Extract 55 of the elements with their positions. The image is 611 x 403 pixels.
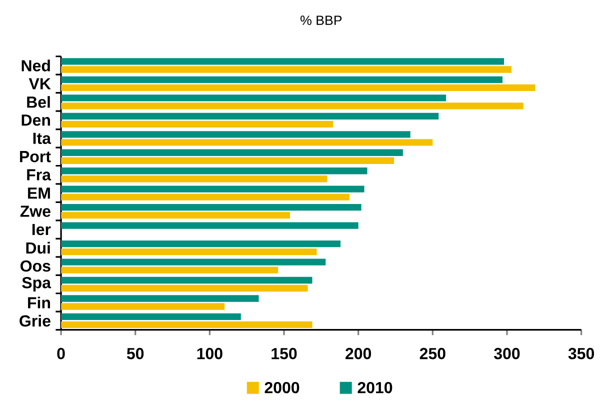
x-tick-label: 350 (568, 348, 594, 360)
y-tick-label: Fin (28, 296, 50, 308)
bar (61, 248, 317, 256)
bar (61, 112, 439, 120)
bar (61, 149, 403, 156)
y-tick-label: Bel (27, 96, 50, 108)
y-tick-label: Den (22, 114, 50, 126)
bar (61, 194, 350, 200)
bar (61, 76, 503, 84)
x-tick-label: 0 (57, 348, 65, 360)
bar (61, 258, 326, 266)
bar (61, 102, 524, 110)
bar (61, 276, 312, 284)
bar (61, 94, 446, 102)
y-tick-label: Ned (22, 60, 50, 72)
bar (61, 186, 364, 192)
y-tick-label: Grie (20, 314, 50, 327)
bar (61, 295, 259, 302)
y-tick-label: Port (20, 151, 51, 162)
bar (61, 303, 225, 310)
y-tick-label: VK (28, 78, 51, 90)
x-tick-label: 100 (197, 348, 222, 360)
bar (61, 58, 504, 65)
x-tick-label: 300 (494, 348, 520, 360)
y-tick-label: Ier (32, 224, 51, 236)
x-tick-label: 250 (420, 348, 446, 360)
bar (61, 84, 536, 92)
y-tick-label: Ita (33, 132, 52, 144)
bar (61, 284, 308, 292)
y-tick-label: Zwe (20, 206, 50, 217)
y-tick-label: Fra (27, 169, 52, 181)
bar (61, 222, 358, 229)
bar (61, 176, 328, 182)
x-tick-label: 50 (126, 348, 144, 360)
bar (61, 139, 433, 146)
legend-label: 2010 (358, 382, 392, 394)
bar (61, 313, 241, 320)
bar (61, 321, 312, 328)
chart-title: % BBP (300, 16, 342, 26)
bar (61, 212, 290, 219)
x-tick-label: 200 (346, 348, 372, 360)
y-tick-label: EM (28, 188, 50, 199)
bar (61, 120, 334, 128)
bar (61, 240, 340, 248)
y-tick-label: Dui (26, 242, 50, 254)
x-tick-label: 150 (272, 348, 297, 360)
legend-label: 2000 (264, 382, 300, 394)
bar (61, 66, 512, 73)
y-tick-label: Spa (22, 277, 52, 292)
bar (61, 266, 278, 274)
bar (61, 168, 368, 174)
y-tick-label: Oos (20, 260, 50, 272)
bar (61, 157, 394, 164)
bar (61, 131, 410, 138)
bar (61, 204, 362, 211)
